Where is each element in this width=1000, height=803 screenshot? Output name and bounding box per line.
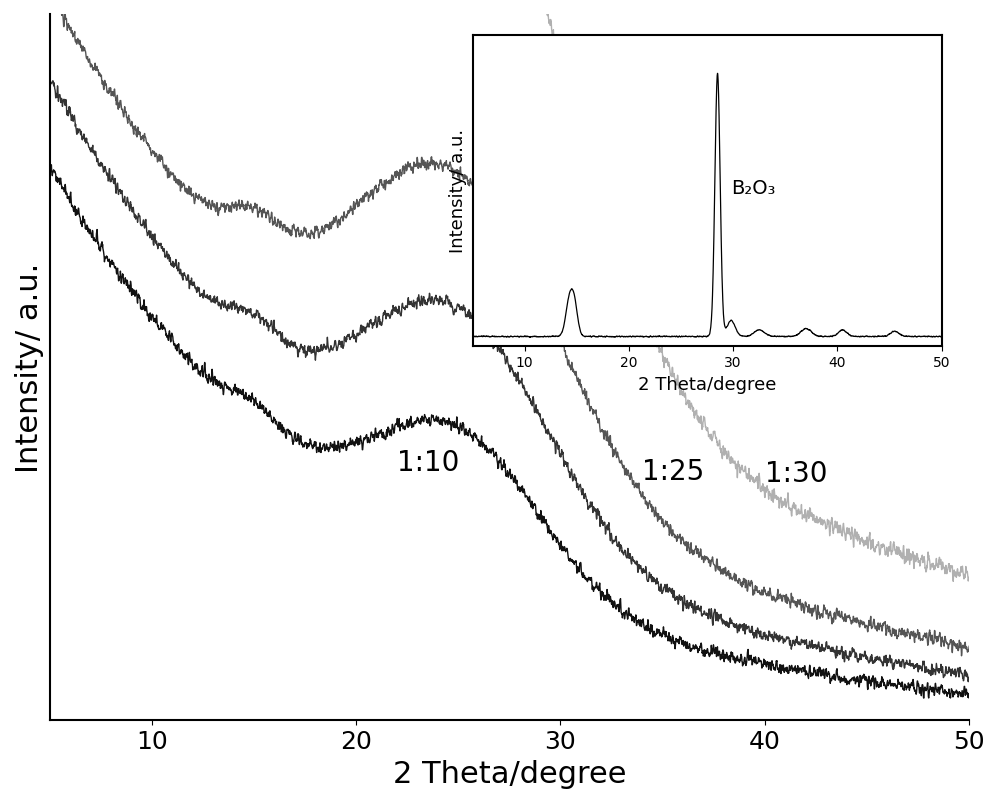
Text: 1:20: 1:20 [499,316,562,344]
X-axis label: 2 Theta/degree: 2 Theta/degree [393,759,626,788]
Text: 1:30: 1:30 [765,459,827,487]
Text: 1:25: 1:25 [642,457,704,485]
Text: 1:10: 1:10 [397,448,459,476]
Y-axis label: Intensity/ a.u.: Intensity/ a.u. [15,263,44,472]
